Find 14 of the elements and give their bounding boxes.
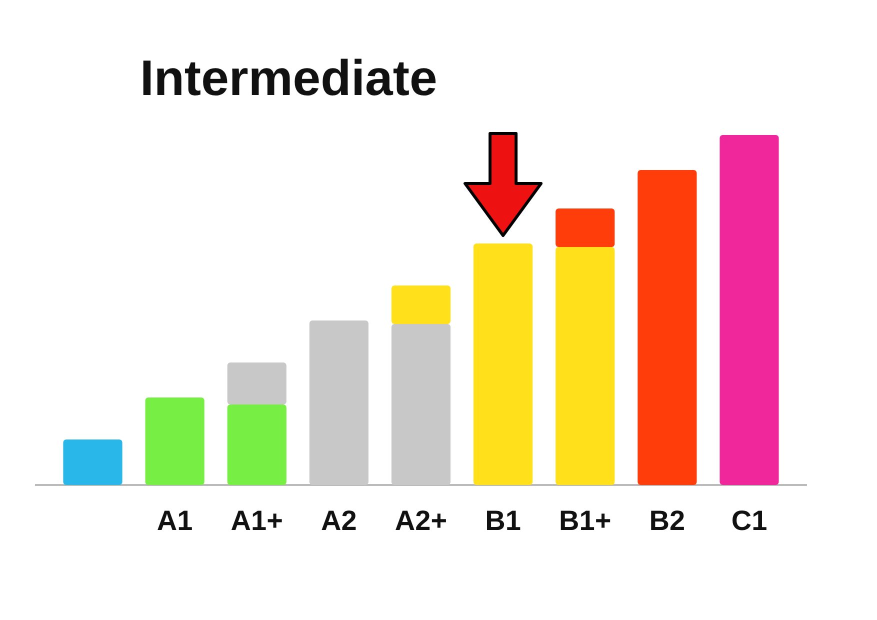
x-tick-label: B2	[649, 505, 686, 536]
bar	[556, 208, 615, 247]
bar	[145, 398, 204, 485]
x-tick-label: A2	[321, 505, 357, 536]
bar	[227, 404, 286, 485]
chart-title: Intermediate	[140, 50, 438, 106]
bar	[720, 135, 779, 485]
x-tick-label: A1	[156, 505, 193, 536]
x-tick-label: B1+	[559, 505, 612, 536]
x-tick-label: A2+	[394, 505, 448, 536]
x-tick-label: B1	[485, 505, 521, 536]
x-tick-label: A1+	[230, 505, 283, 536]
bar	[63, 440, 122, 485]
x-tick-label: C1	[731, 505, 768, 536]
